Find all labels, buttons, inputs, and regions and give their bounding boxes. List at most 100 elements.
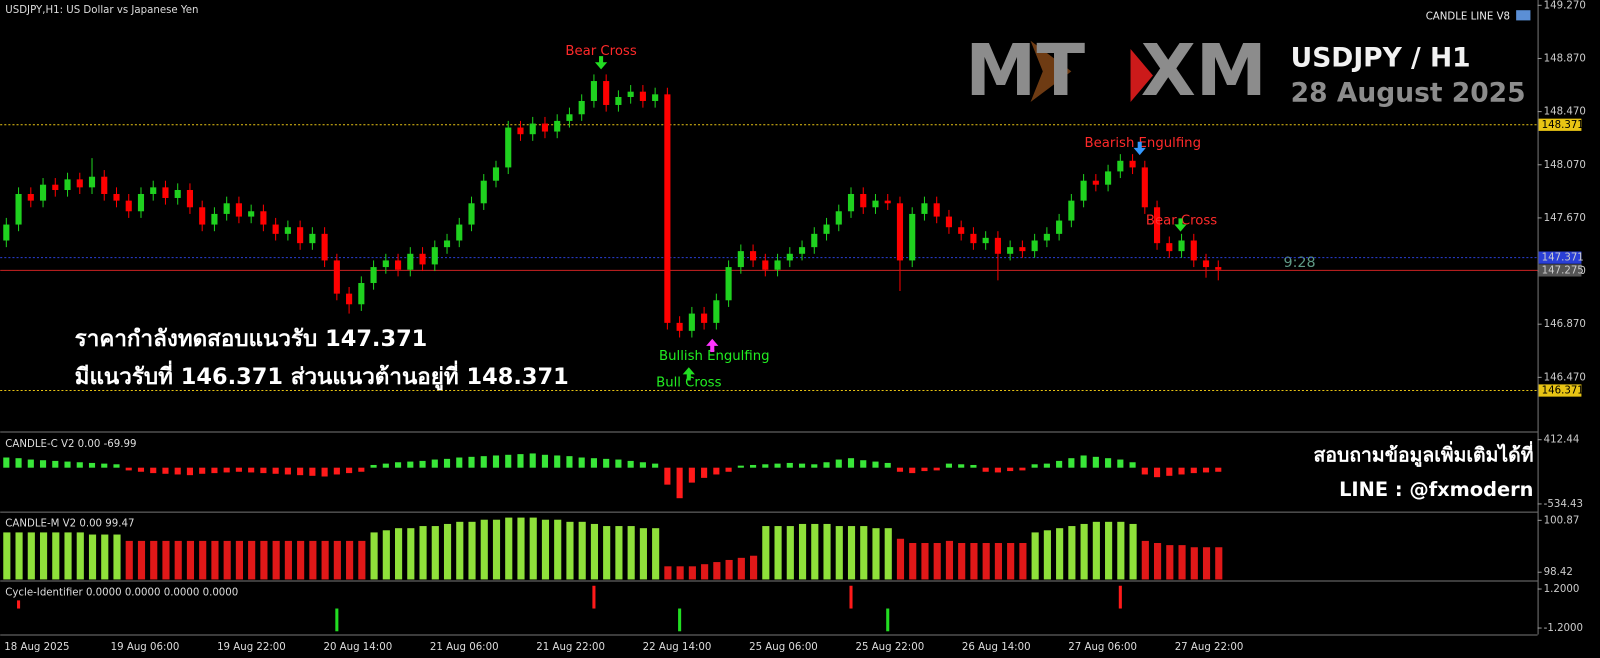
histogram-bar [1215,467,1222,472]
candle-body [272,224,279,234]
candle-body [235,203,242,217]
candle-body [1117,160,1124,172]
candle-body [615,96,622,105]
candle-body [798,247,806,254]
indicator-bar [982,543,990,580]
candle-body [125,200,132,212]
candle-body [88,176,96,188]
candle-body [39,184,47,201]
histogram-bar [860,460,867,468]
indicator-bar [958,543,966,580]
indicator-bar [1056,528,1064,580]
annotation-arrow [706,338,719,352]
candle-body [113,193,120,201]
histogram-bar [321,467,328,477]
histogram-bar [688,467,695,483]
histogram-bar [1202,467,1210,473]
histogram-bar [774,463,781,468]
y-tick-label: 146.870 [1544,319,1586,330]
candle-body [321,233,328,261]
indicator-bar [492,519,501,580]
x-tick-label: 21 Aug 22:00 [536,642,605,653]
indicator-bar [468,521,476,580]
candle-body [358,283,365,305]
candle-body [443,240,451,248]
indicator-bar [1202,547,1211,580]
logo-mt: MT [965,29,1085,112]
indicator-bar [896,538,905,580]
indicator-bar [750,555,758,580]
panel-title: Cycle-Identifier 0.0000 0.0000 0.0000 0.… [5,588,238,599]
candle-body [860,193,867,208]
candle-body [578,100,585,115]
indicator-bar [823,523,831,580]
indicator-bar [872,528,880,580]
histogram-bar [945,463,953,468]
histogram-bar [284,467,291,475]
histogram-bar [590,458,597,468]
histogram-bar [701,467,708,478]
candle-body [1178,240,1185,252]
histogram-bar [150,467,157,474]
indicator-bar [517,517,525,580]
candle-body [1190,240,1197,261]
indicator-bar [1105,521,1113,580]
histogram-bar [1166,467,1173,476]
candle-body [27,193,34,201]
level-label: 147.371 [1542,253,1584,264]
candle-body [872,200,879,208]
candle-body [309,233,316,244]
candle-body [76,179,83,188]
indicator-bar [884,528,892,580]
indicator-bar [762,526,770,580]
candle-body [921,203,928,214]
indicator-bar [1019,543,1027,580]
level-label-box [1538,264,1582,277]
histogram-bar [933,467,940,471]
candle-body [933,203,940,217]
indicator-bar [529,517,537,580]
candle-body [958,227,965,234]
separators [0,0,1539,636]
candle-body [1043,233,1050,241]
histogram-bar [1105,458,1112,468]
x-tick-label: 25 Aug 22:00 [855,642,924,653]
histogram-bar [3,457,10,468]
candle-body [688,313,695,331]
cycle-spike [335,608,339,632]
candle-body [186,190,194,208]
indicator-bar [639,528,647,580]
candle-body [1019,247,1026,252]
histogram-bar [272,467,279,474]
histogram-bar [15,458,22,468]
contact-line: สอบถามข้อมูลเพิ่มเติมได้ที่ [1314,441,1534,468]
candle-body [529,123,536,135]
x-tick-label: 27 Aug 06:00 [1068,642,1137,653]
indicator-bar [3,532,11,580]
indicator-bar [1141,540,1149,580]
candle-body [896,203,904,261]
histogram-bar [652,463,659,468]
histogram-bar [725,467,732,472]
histogram-bar [786,462,793,468]
candle-body [3,224,10,241]
x-tick-label: 27 Aug 22:00 [1175,642,1244,653]
histogram-bar [884,462,891,468]
y-tick-label: -1.2000 [1544,623,1583,634]
level-label: 148.371 [1542,120,1584,131]
logo-xm: XM [1141,29,1267,112]
indicator-bar [431,526,439,580]
cycle-spike [678,608,682,632]
indicator-bar [211,540,219,580]
histogram-bar [235,467,242,472]
annotation-arrow [682,367,695,381]
histogram-bar [309,467,316,476]
candle-body [847,193,855,212]
histogram-bar [1129,462,1136,468]
mt-logo: MT [965,29,1085,112]
panel-title: CANDLE-C V2 0.00 -69.99 [5,439,136,450]
candle-body [297,227,304,244]
cycle-spike [1118,585,1122,609]
histogram-bar [909,467,916,474]
xm-logo: XM [1130,29,1267,112]
